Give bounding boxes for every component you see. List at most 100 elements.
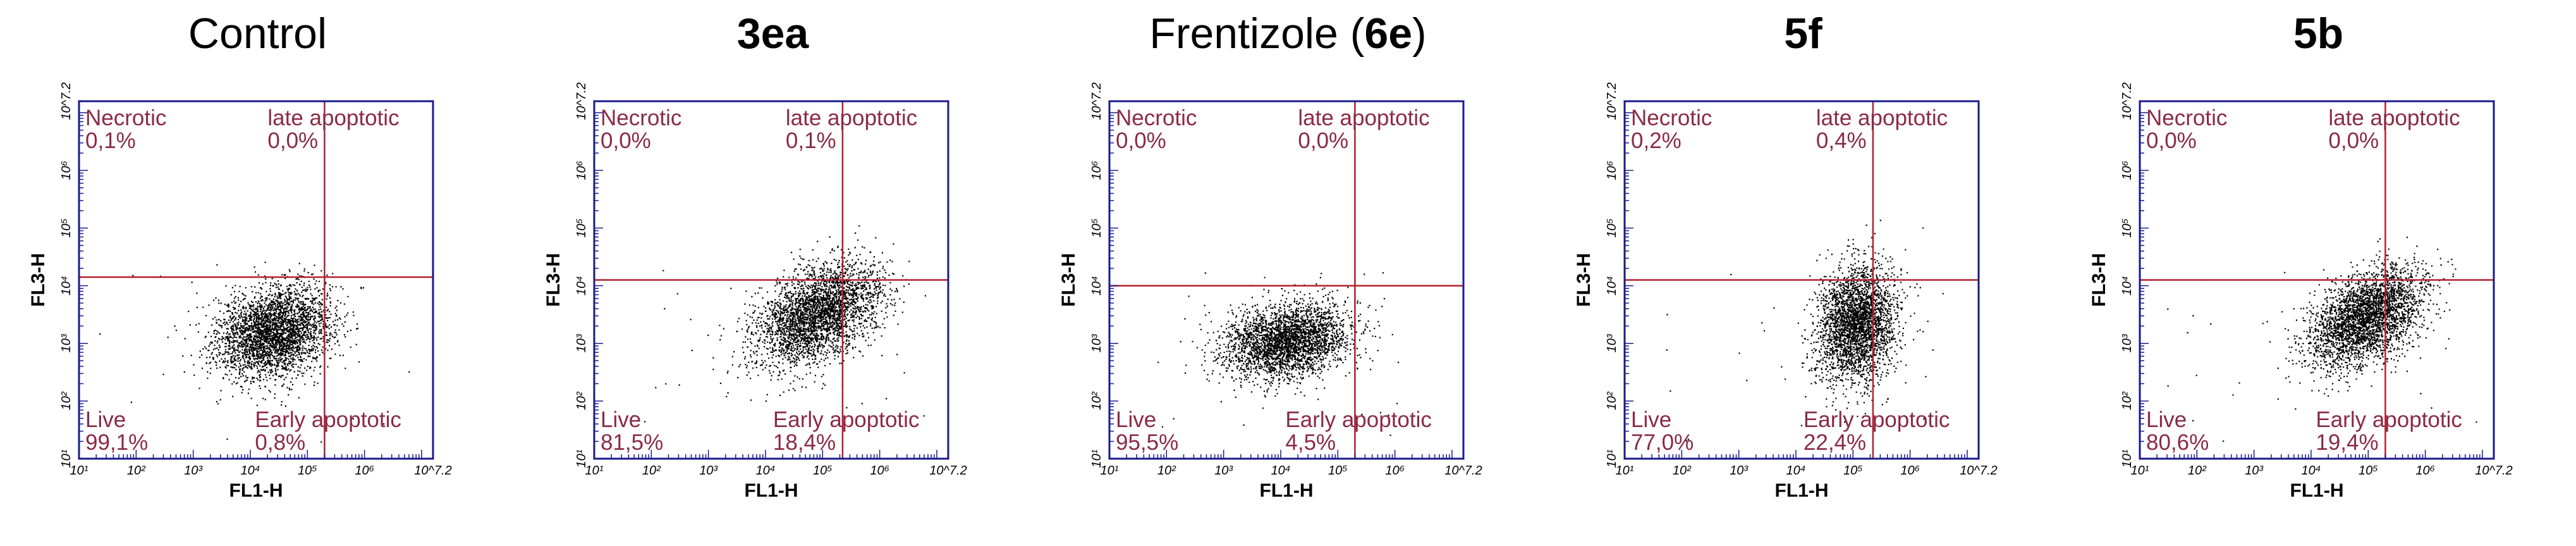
chart-title: Control [0, 5, 515, 62]
y-tick-label: 10⁵ [1605, 218, 1619, 238]
quadrant-label-necrotic: Necrotic [1116, 106, 1197, 130]
y-tick-label: 10¹ [2120, 449, 2134, 468]
chart-title-part: Control [188, 9, 327, 58]
y-tick-label: 10⁴ [575, 276, 589, 295]
quadrant-label-early: Early apoptotic [2316, 407, 2462, 432]
quadrant-value-necrotic: 0,1% [85, 128, 136, 153]
y-tick-label: 10⁴ [2120, 276, 2134, 295]
event-dot-cloud [2167, 237, 2477, 442]
x-tick-label: 10^7.2 [1960, 464, 1997, 478]
y-tick-label: 10¹ [575, 449, 589, 468]
chart-title-part: Frentizole ( [1149, 9, 1365, 58]
x-tick-label: 10⁶ [1385, 464, 1405, 478]
chart-title-part: 5f [1784, 9, 1822, 58]
event-dot-cloud [1666, 220, 1944, 442]
event-dot-cloud [632, 225, 926, 423]
quadrant-value-early: 0,8% [255, 430, 305, 455]
x-tick-label: 10⁶ [2415, 464, 2435, 478]
chart-title-part: 6e [1364, 9, 1413, 58]
y-tick-label: 10⁶ [1605, 161, 1619, 180]
x-tick-label: 10⁶ [355, 464, 374, 478]
y-tick-label: 10³ [575, 333, 589, 352]
y-tick-label: 10² [1605, 391, 1619, 410]
y-tick-label: 10^7.2 [59, 82, 73, 120]
x-tick-label: 10⁴ [1786, 464, 1806, 478]
chart-panel: Frentizole (6e) 10¹ 10² 10³ 10⁴ 10⁵ 10⁶ 10^7.2 1… [1030, 0, 1546, 546]
y-tick-label: 10³ [1090, 333, 1104, 352]
x-axis-title: FL1-H [2290, 480, 2344, 501]
quadrant-value-late: 0,4% [1816, 128, 1867, 153]
y-tick-label: 10⁴ [1090, 276, 1104, 295]
y-tick-label: 10^7.2 [1605, 82, 1619, 120]
y-tick-label: 10² [1090, 391, 1104, 410]
x-tick-label: 10² [1157, 464, 1176, 478]
x-tick-label: 10⁵ [1843, 464, 1863, 478]
x-tick-label: 10¹ [585, 464, 604, 478]
event-dots [1157, 272, 1400, 437]
plot-frame [593, 100, 949, 460]
y-axis-title: FL3-H [28, 253, 49, 307]
quadrant-label-early: Early apoptotic [1804, 407, 1950, 432]
x-tick-label: 10⁵ [813, 464, 833, 478]
quadrant-value-live: 95,5% [1116, 430, 1178, 455]
x-tick-label: 10² [2188, 464, 2207, 478]
chart-panel: Control 10¹ 10² 10³ 10⁴ 10⁵ 10⁶ 10^7.2 10¹ 10² 10³… [0, 0, 515, 546]
quadrant-label-early: Early apoptotic [255, 407, 401, 432]
event-dots [2167, 237, 2477, 442]
quadrant-value-late: 0,0% [2328, 128, 2379, 153]
quadrant-label-live: Live [85, 407, 126, 432]
x-tick-label: 10⁴ [756, 464, 776, 478]
x-tick-label: 10⁵ [2359, 464, 2378, 478]
x-tick-label: 10³ [184, 464, 203, 478]
x-tick-label: 10³ [1730, 464, 1749, 478]
quadrant-value-late: 0,1% [786, 128, 836, 153]
event-dot-cloud [1157, 272, 1400, 437]
quadrant-label-necrotic: Necrotic [2146, 106, 2227, 130]
y-tick-label: 10⁶ [59, 161, 73, 180]
chart-title-part: ) [1412, 9, 1427, 58]
scatter-plot: 10¹ 10² 10³ 10⁴ 10⁵ 10⁶ 10^7.2 10¹ 10² 10³ 10⁴ 10⁵ 1… [1573, 82, 1998, 501]
axis-ticks [2139, 112, 2483, 459]
axis-ticks [1109, 112, 1453, 459]
x-tick-label: 10² [642, 464, 661, 478]
x-tick-label: 10^7.2 [2475, 464, 2512, 478]
x-tick-label: 10³ [1214, 464, 1233, 478]
x-tick-label: 10¹ [1101, 464, 1119, 478]
chart-title: Frentizole (6e) [1030, 5, 1546, 62]
y-tick-label: 10³ [59, 333, 73, 352]
quadrant-value-early: 19,4% [2316, 430, 2378, 455]
event-dots [632, 225, 926, 423]
event-dots [99, 261, 410, 443]
y-axis-title: FL3-H [543, 253, 564, 307]
y-tick-label: 10⁵ [2120, 218, 2134, 238]
quadrant-value-early: 22,4% [1804, 430, 1866, 455]
quadrant-value-live: 81,5% [601, 430, 663, 455]
y-tick-label: 10⁴ [59, 276, 73, 295]
x-tick-label: 10^7.2 [414, 464, 451, 478]
y-tick-label: 10¹ [59, 449, 73, 468]
quadrant-value-live: 77,0% [1631, 430, 1694, 455]
y-axis-title: FL3-H [1058, 253, 1079, 307]
chart-title: 3ea [515, 5, 1030, 62]
axis-ticks [594, 112, 937, 459]
x-tick-label: 10⁴ [2302, 464, 2321, 478]
y-tick-label: 10⁶ [2120, 161, 2134, 180]
y-tick-label: 10⁶ [1090, 161, 1104, 180]
quadrant-value-live: 80,6% [2146, 430, 2209, 455]
event-dot-cloud [99, 261, 410, 443]
y-tick-label: 10⁵ [1090, 218, 1104, 238]
chart-title-part: 5b [2293, 9, 2344, 58]
y-tick-label: 10¹ [1090, 449, 1104, 468]
scatter-plot: 10¹ 10² 10³ 10⁴ 10⁵ 10⁶ 10^7.2 10¹ 10² 10³ 10⁴ 10⁵ 1… [1058, 82, 1482, 501]
y-tick-label: 10² [2120, 391, 2134, 410]
quadrant-label-late: late apoptotic [267, 106, 399, 130]
event-dots [1666, 220, 1944, 442]
quadrant-label-late: late apoptotic [1816, 106, 1948, 130]
x-tick-label: 10⁴ [1271, 464, 1291, 478]
quadrant-value-late: 0,0% [1298, 128, 1348, 153]
y-tick-label: 10³ [1605, 333, 1619, 352]
y-tick-label: 10² [575, 391, 589, 410]
y-tick-label: 10⁵ [59, 218, 73, 238]
plot-frame [1623, 100, 1980, 460]
quadrant-value-early: 4,5% [1285, 430, 1336, 455]
